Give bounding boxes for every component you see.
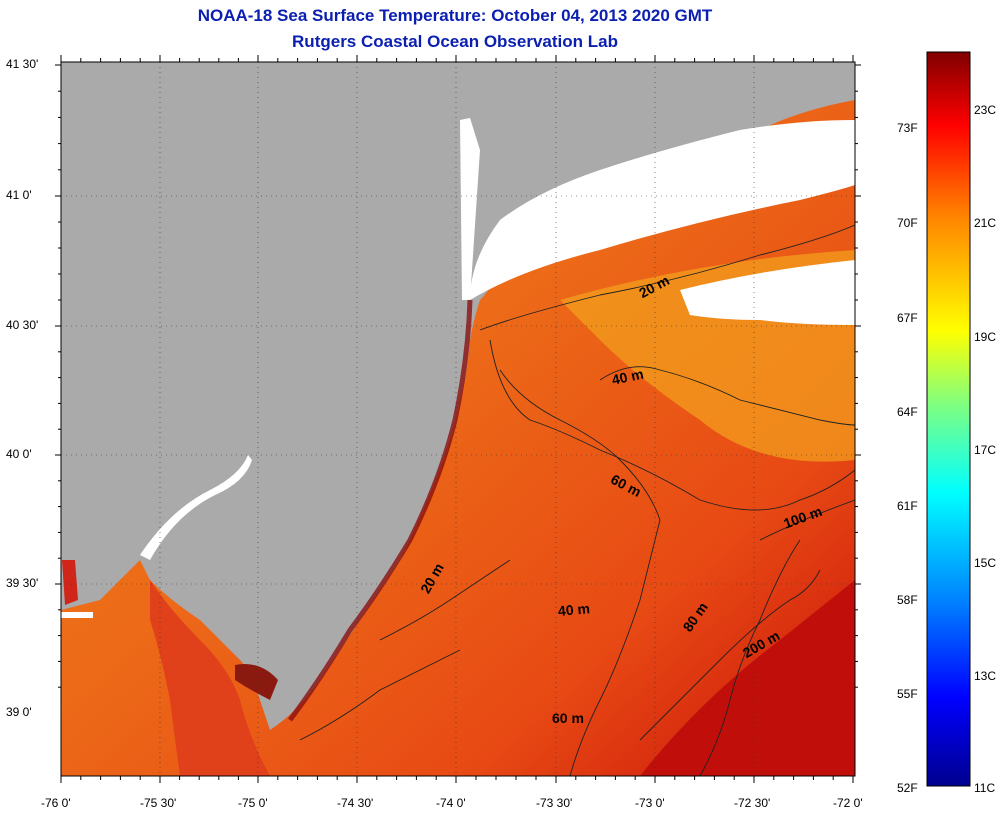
latitude-label: 39 30' <box>6 576 39 590</box>
latitude-label: 39 0' <box>6 705 32 719</box>
longitude-label: -74 30' <box>337 796 374 810</box>
map-title: NOAA-18 Sea Surface Temperature: October… <box>197 6 713 25</box>
celsius-label: 19C <box>974 330 997 344</box>
fahrenheit-label: 64F <box>897 405 918 419</box>
celsius-label: 11C <box>974 781 996 795</box>
fahrenheit-label: 67F <box>897 311 918 325</box>
latitude-label: 40 30' <box>6 318 39 332</box>
celsius-label: 17C <box>974 443 997 457</box>
delaware-river <box>140 455 252 560</box>
coastline-warm-strip <box>287 299 473 722</box>
cloud-region-east <box>680 260 855 325</box>
fahrenheit-label: 70F <box>897 216 918 230</box>
celsius-label: 21C <box>974 216 997 230</box>
hudson-river <box>460 118 480 300</box>
fahrenheit-label: 73F <box>897 121 918 135</box>
latitude-label: 41 0' <box>6 188 32 202</box>
fahrenheit-label: 61F <box>897 499 918 513</box>
map-subtitle: Rutgers Coastal Ocean Observation Lab <box>292 32 618 51</box>
celsius-label: 15C <box>974 556 997 570</box>
fahrenheit-label: 52F <box>897 781 918 795</box>
graticule <box>61 62 855 776</box>
delaware-bay <box>150 580 270 776</box>
bay-mouth <box>235 664 278 700</box>
axis-ticks <box>55 55 861 783</box>
longitude-label: -75 0' <box>238 796 268 810</box>
longitude-label: -76 0' <box>41 796 71 810</box>
celsius-label: 23C <box>974 103 997 117</box>
latitude-label: 41 30' <box>6 57 39 71</box>
latitude-label: 40 0' <box>6 447 32 461</box>
longitude-label: -72 30' <box>734 796 771 810</box>
longitude-label: -73 30' <box>536 796 573 810</box>
river-warm-patch <box>62 560 78 605</box>
map-frame <box>60 61 856 777</box>
bathymetry-contours <box>299 224 855 776</box>
celsius-label: 13C <box>974 669 997 683</box>
contour-label: 60 m <box>552 710 584 726</box>
contour-label: 40 m <box>557 600 591 619</box>
cloud-patch <box>61 612 93 618</box>
longitude-label: -74 0' <box>436 796 466 810</box>
fahrenheit-label: 55F <box>897 687 918 701</box>
longitude-label: -75 30' <box>140 796 177 810</box>
longitude-label: -72 0' <box>833 796 863 810</box>
gulf-stream-region <box>640 580 855 776</box>
cloud-region-north <box>470 120 855 300</box>
colorbar <box>926 51 971 787</box>
longitude-label: -73 0' <box>635 796 665 810</box>
fahrenheit-label: 58F <box>897 593 918 607</box>
